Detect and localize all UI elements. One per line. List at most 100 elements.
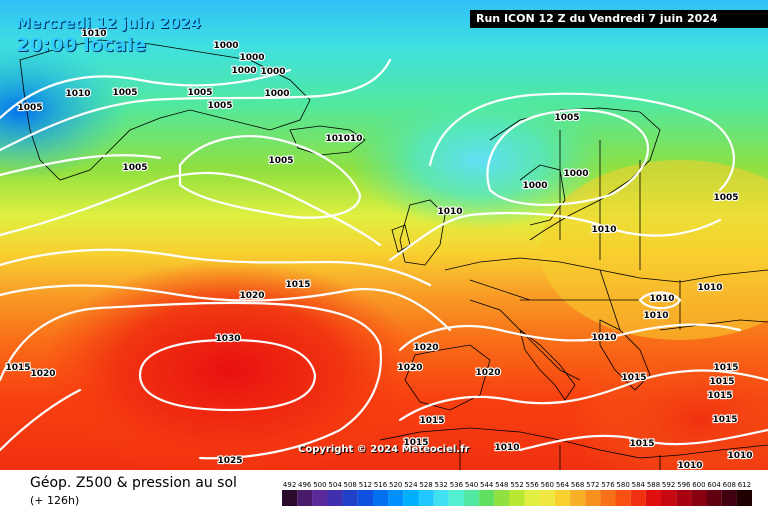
- isobar-label: 1000: [239, 53, 264, 63]
- model-run-banner: Run ICON 12 Z du Vendredi 7 juin 2024: [470, 10, 768, 28]
- legend-value: 492: [283, 481, 296, 489]
- isobar-label: 1025: [217, 456, 242, 466]
- legend-swatch: [312, 490, 328, 506]
- legend-value: 528: [419, 481, 432, 489]
- isobar-label: 1015: [712, 415, 737, 425]
- legend-swatch: [706, 490, 722, 506]
- isobar-label: 1000: [260, 67, 285, 77]
- legend-swatch: [645, 490, 662, 506]
- legend-value: 572: [586, 481, 599, 489]
- isobar-label: 1010: [727, 451, 752, 461]
- isobar-label: 1010: [81, 29, 106, 39]
- isobar-label: 1010: [591, 333, 616, 343]
- isobar-label: 1010: [649, 294, 674, 304]
- forecast-lead-time: (+ 126h): [30, 494, 80, 507]
- isobar-label: 1015: [629, 439, 654, 449]
- legend-value: 524: [404, 481, 418, 489]
- isobar-label: 1000: [264, 89, 289, 99]
- isobar-label: 1000: [213, 41, 238, 51]
- legend-value: 560: [541, 481, 554, 489]
- legend-value: 612: [738, 481, 751, 489]
- legend-swatch: [570, 490, 586, 506]
- isobar-label: 1015: [621, 373, 646, 383]
- legend-swatch: [448, 490, 464, 506]
- legend-swatch: [736, 490, 752, 506]
- isobar-label: 1005: [122, 163, 147, 173]
- isobar-label: 1010: [697, 283, 722, 293]
- isobar-label: 1005: [187, 88, 212, 98]
- legend-value: 592: [662, 481, 675, 489]
- isobar-label: 1010: [325, 134, 350, 144]
- legend-swatch: [509, 490, 525, 506]
- legend-swatch: [661, 490, 677, 506]
- legend-swatch: [721, 490, 737, 506]
- legend-value: 580: [616, 481, 629, 489]
- legend-swatch: [418, 490, 434, 506]
- land-africa: [379, 427, 768, 470]
- isobar-label: 1020: [397, 363, 422, 373]
- legend-value: 496: [298, 481, 312, 489]
- land-iceland: [289, 125, 366, 156]
- legend-value: 512: [359, 481, 372, 489]
- isobar-label: 1030: [215, 334, 240, 344]
- legend-swatch: [297, 490, 313, 506]
- isobar-label: 1015: [285, 280, 310, 290]
- isobar-label: 1000: [231, 66, 256, 76]
- isobar-label: 1005: [554, 113, 579, 123]
- isobar-label: 1005: [268, 156, 293, 166]
- legend-value: 504: [328, 481, 342, 489]
- isobar-label: 1015: [403, 438, 428, 448]
- parameter-title: Géop. Z500 & pression au sol: [30, 475, 237, 491]
- copyright-notice: Copyright © 2024 Meteociel.fr: [298, 444, 470, 455]
- legend-swatch: [373, 490, 389, 506]
- legend-value: 532: [435, 481, 448, 489]
- geopotential-ridge-east: [540, 160, 768, 340]
- legend-swatch: [554, 490, 571, 506]
- legend-value: 500: [313, 481, 326, 489]
- legend-swatch: [691, 490, 707, 506]
- isobar-label: 1010: [494, 443, 519, 453]
- legend-swatch: [433, 490, 449, 506]
- isobar-label: 1020: [239, 291, 264, 301]
- isobar-label: 1010: [677, 461, 702, 470]
- geopotential-trough-scandinavia: [350, 90, 610, 230]
- legend-value: 540: [465, 481, 478, 489]
- legend-swatch: [524, 490, 540, 506]
- valid-date: Mercredi 12 juin 2024: [16, 14, 201, 32]
- legend-swatch: [494, 490, 510, 506]
- legend-swatch: [539, 490, 555, 506]
- isobar-label: 1000: [563, 169, 588, 179]
- isobar-label: 1005: [112, 88, 137, 98]
- isobar-label: 1010: [437, 207, 462, 217]
- legend-value: 588: [647, 481, 660, 489]
- isobar-label: 1015: [5, 363, 30, 373]
- isobar-label: 1010: [65, 89, 90, 99]
- isobar-label: 1015: [713, 363, 738, 373]
- geopotential-high-atlantic: [40, 260, 420, 470]
- legend-swatch: [327, 490, 343, 506]
- legend-value: 568: [571, 481, 584, 489]
- isobar-label: 1020: [413, 343, 438, 353]
- legend-swatch: [282, 490, 298, 506]
- legend-swatch: [357, 490, 373, 506]
- isobars: [0, 58, 768, 460]
- legend-value: 536: [450, 481, 464, 489]
- legend-swatch: [585, 490, 601, 506]
- isobar-label: 1015: [709, 377, 734, 387]
- legend-value: 604: [707, 481, 721, 489]
- legend-value: 544: [480, 481, 494, 489]
- isobar-label: 1020: [30, 369, 55, 379]
- legend-value: 516: [374, 481, 388, 489]
- legend-swatch: [676, 490, 692, 506]
- isobar-label: 1005: [17, 103, 42, 113]
- legend-value: 508: [344, 481, 357, 489]
- legend-swatch: [600, 490, 616, 506]
- isobar-label: 1010: [643, 311, 668, 321]
- legend-swatch: [388, 490, 404, 506]
- isobar-label: 1015: [419, 416, 444, 426]
- legend-swatch: [630, 490, 646, 506]
- isobar-label: 1005: [713, 193, 738, 203]
